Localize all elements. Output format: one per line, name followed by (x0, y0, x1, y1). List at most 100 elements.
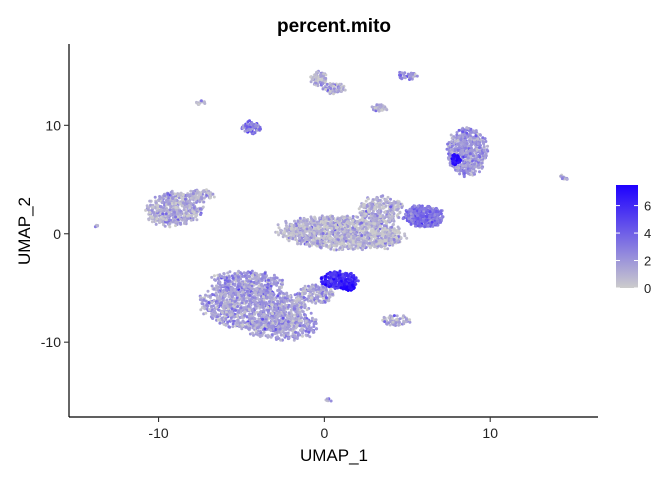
data-point (201, 205, 205, 209)
data-point (280, 320, 284, 324)
data-point (245, 278, 249, 282)
data-point (270, 333, 274, 337)
data-point (281, 291, 285, 295)
data-point (181, 201, 185, 205)
data-point (273, 277, 277, 281)
data-point (248, 275, 251, 278)
data-point (233, 315, 237, 319)
data-point (182, 208, 186, 212)
data-point (211, 317, 215, 320)
data-point (383, 247, 387, 251)
data-point (294, 318, 298, 322)
data-point (386, 219, 390, 223)
data-point (341, 287, 345, 291)
data-point (377, 241, 381, 245)
data-point (409, 212, 413, 216)
data-point (375, 214, 379, 218)
data-point (210, 284, 214, 288)
data-point (355, 226, 359, 230)
data-point (299, 305, 303, 309)
data-point (168, 222, 172, 225)
data-point (309, 311, 313, 315)
data-point (257, 314, 261, 318)
data-point (174, 224, 177, 228)
data-point (277, 285, 281, 289)
data-point (313, 223, 317, 227)
data-point (300, 327, 303, 331)
data-point (225, 279, 229, 283)
data-point (268, 295, 272, 299)
data-point (181, 198, 185, 201)
data-point (360, 221, 363, 225)
data-point (232, 319, 236, 323)
data-point (249, 314, 253, 318)
data-point (424, 218, 428, 222)
data-point (314, 288, 318, 292)
data-point (267, 334, 271, 338)
data-point (269, 287, 273, 290)
data-point (322, 237, 325, 241)
data-point (378, 238, 382, 242)
data-point (179, 222, 183, 226)
data-point (224, 323, 228, 327)
data-point (281, 316, 285, 320)
data-point (349, 278, 352, 282)
data-point (158, 197, 162, 201)
data-point (276, 281, 280, 285)
data-point (252, 281, 256, 284)
data-point (376, 211, 380, 214)
data-point (306, 242, 310, 246)
data-point (299, 319, 303, 323)
data-point (374, 197, 378, 201)
data-point (383, 239, 387, 243)
data-point (296, 219, 300, 223)
data-point (312, 235, 316, 239)
data-point (224, 310, 228, 314)
data-point (243, 313, 247, 317)
data-point (386, 195, 390, 199)
data-point (373, 207, 377, 211)
data-point (257, 325, 261, 329)
data-point (338, 223, 342, 227)
data-point (248, 285, 252, 289)
data-point (335, 243, 339, 247)
data-point (423, 225, 427, 229)
data-point (240, 301, 244, 305)
data-point (379, 210, 383, 213)
data-point (155, 209, 159, 213)
data-point (230, 280, 234, 284)
data-point (424, 211, 428, 215)
data-point (305, 227, 309, 231)
data-point (223, 282, 227, 285)
data-point (176, 192, 180, 196)
data-point (327, 230, 331, 234)
data-point (233, 272, 237, 276)
data-point (295, 313, 299, 317)
data-point (328, 236, 332, 240)
data-point (179, 209, 183, 213)
data-point (202, 189, 206, 193)
data-point (311, 238, 315, 242)
data-point (227, 275, 231, 279)
data-point (216, 296, 219, 300)
data-point (207, 301, 211, 305)
data-point (302, 296, 306, 299)
data-point (317, 287, 320, 291)
data-point (153, 195, 157, 199)
data-point (378, 220, 382, 224)
data-point (220, 275, 224, 278)
data-point (324, 296, 328, 300)
data-point (407, 217, 411, 221)
data-point (357, 207, 361, 211)
data-point (370, 203, 374, 207)
data-point (259, 283, 263, 287)
data-point (425, 215, 429, 219)
data-point (333, 235, 337, 239)
data-point (239, 309, 243, 313)
data-point (366, 209, 370, 213)
data-point (178, 202, 182, 206)
data-point (168, 218, 172, 222)
data-point (326, 222, 330, 225)
data-point (263, 271, 267, 275)
